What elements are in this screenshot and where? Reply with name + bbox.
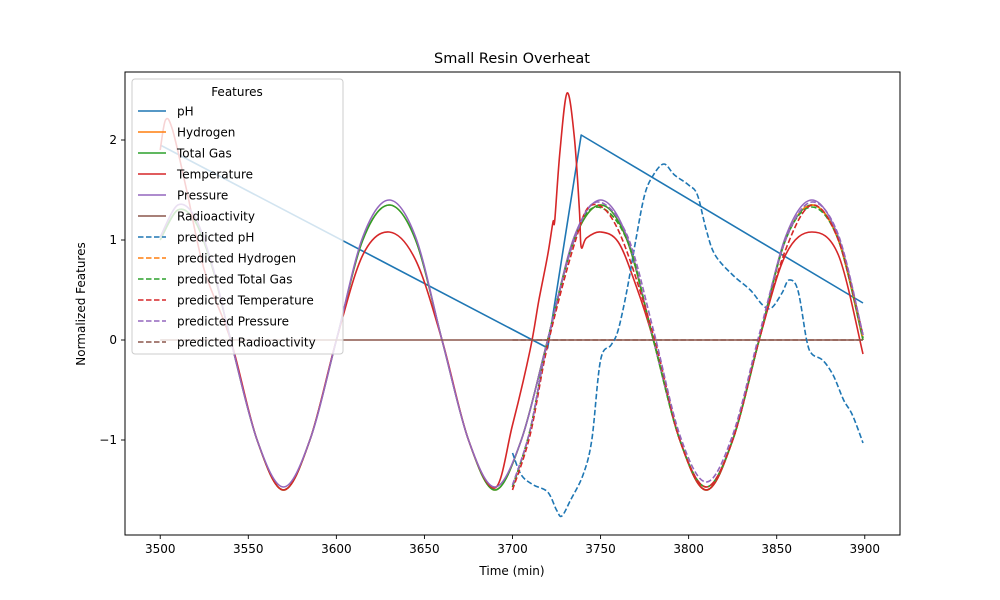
x-tick-label: 3550 (233, 542, 264, 556)
x-tick-label: 3650 (409, 542, 440, 556)
y-tick-label: −1 (99, 433, 117, 447)
x-tick-label: 3500 (145, 542, 176, 556)
series-line-predicted-temperature (511, 203, 864, 491)
x-tick-label: 3600 (321, 542, 352, 556)
legend-label-predicted-radioactivity: predicted Radioactivity (177, 336, 316, 350)
y-axis: −1 0 1 2 (99, 133, 125, 447)
legend-label-predicted-hydrogen: predicted Hydrogen (177, 252, 296, 266)
legend-label-predicted-ph: predicted pH (177, 231, 254, 245)
legend-label-temperature: Temperature (176, 168, 253, 182)
legend-label-pressure: Pressure (177, 189, 228, 203)
y-tick-label: 1 (109, 233, 117, 247)
y-axis-label: Normalized Features (74, 242, 88, 365)
chart-title: Small Resin Overheat (434, 51, 590, 67)
legend-label-hydrogen: Hydrogen (177, 126, 235, 140)
x-tick-label: 3850 (761, 542, 792, 556)
legend-title: Features (211, 85, 263, 99)
series-line-predicted-pressure (511, 201, 864, 486)
x-tick-label: 3800 (673, 542, 704, 556)
y-tick-label: 0 (109, 333, 117, 347)
x-tick-label: 3900 (849, 542, 880, 556)
series-line-predicted-ph (511, 163, 864, 518)
legend-label-predicted-total-gas: predicted Total Gas (177, 273, 292, 287)
legend: Features pH Hydrogen Total Gas Temperature P… (131, 78, 344, 355)
legend-label-predicted-temperature: predicted Temperature (177, 294, 314, 308)
x-tick-label: 3750 (585, 542, 616, 556)
x-tick-label: 3700 (497, 542, 528, 556)
legend-box (131, 78, 344, 355)
x-axis: 3500 3550 3600 3650 3700 3750 3800 3850 3900 (145, 535, 880, 556)
legend-label-total-gas: Total Gas (176, 147, 232, 161)
legend-label-radioactivity: Radioactivity (177, 210, 255, 224)
legend-entries: pH Hydrogen Total Gas Temperature Pressure Ra… (138, 105, 316, 350)
x-axis-label: Time (min) (478, 564, 544, 578)
legend-label-ph: pH (177, 105, 194, 119)
legend-label-predicted-pressure: predicted Pressure (177, 315, 289, 329)
y-tick-label: 2 (109, 133, 117, 147)
series-line-ph (159, 134, 864, 349)
